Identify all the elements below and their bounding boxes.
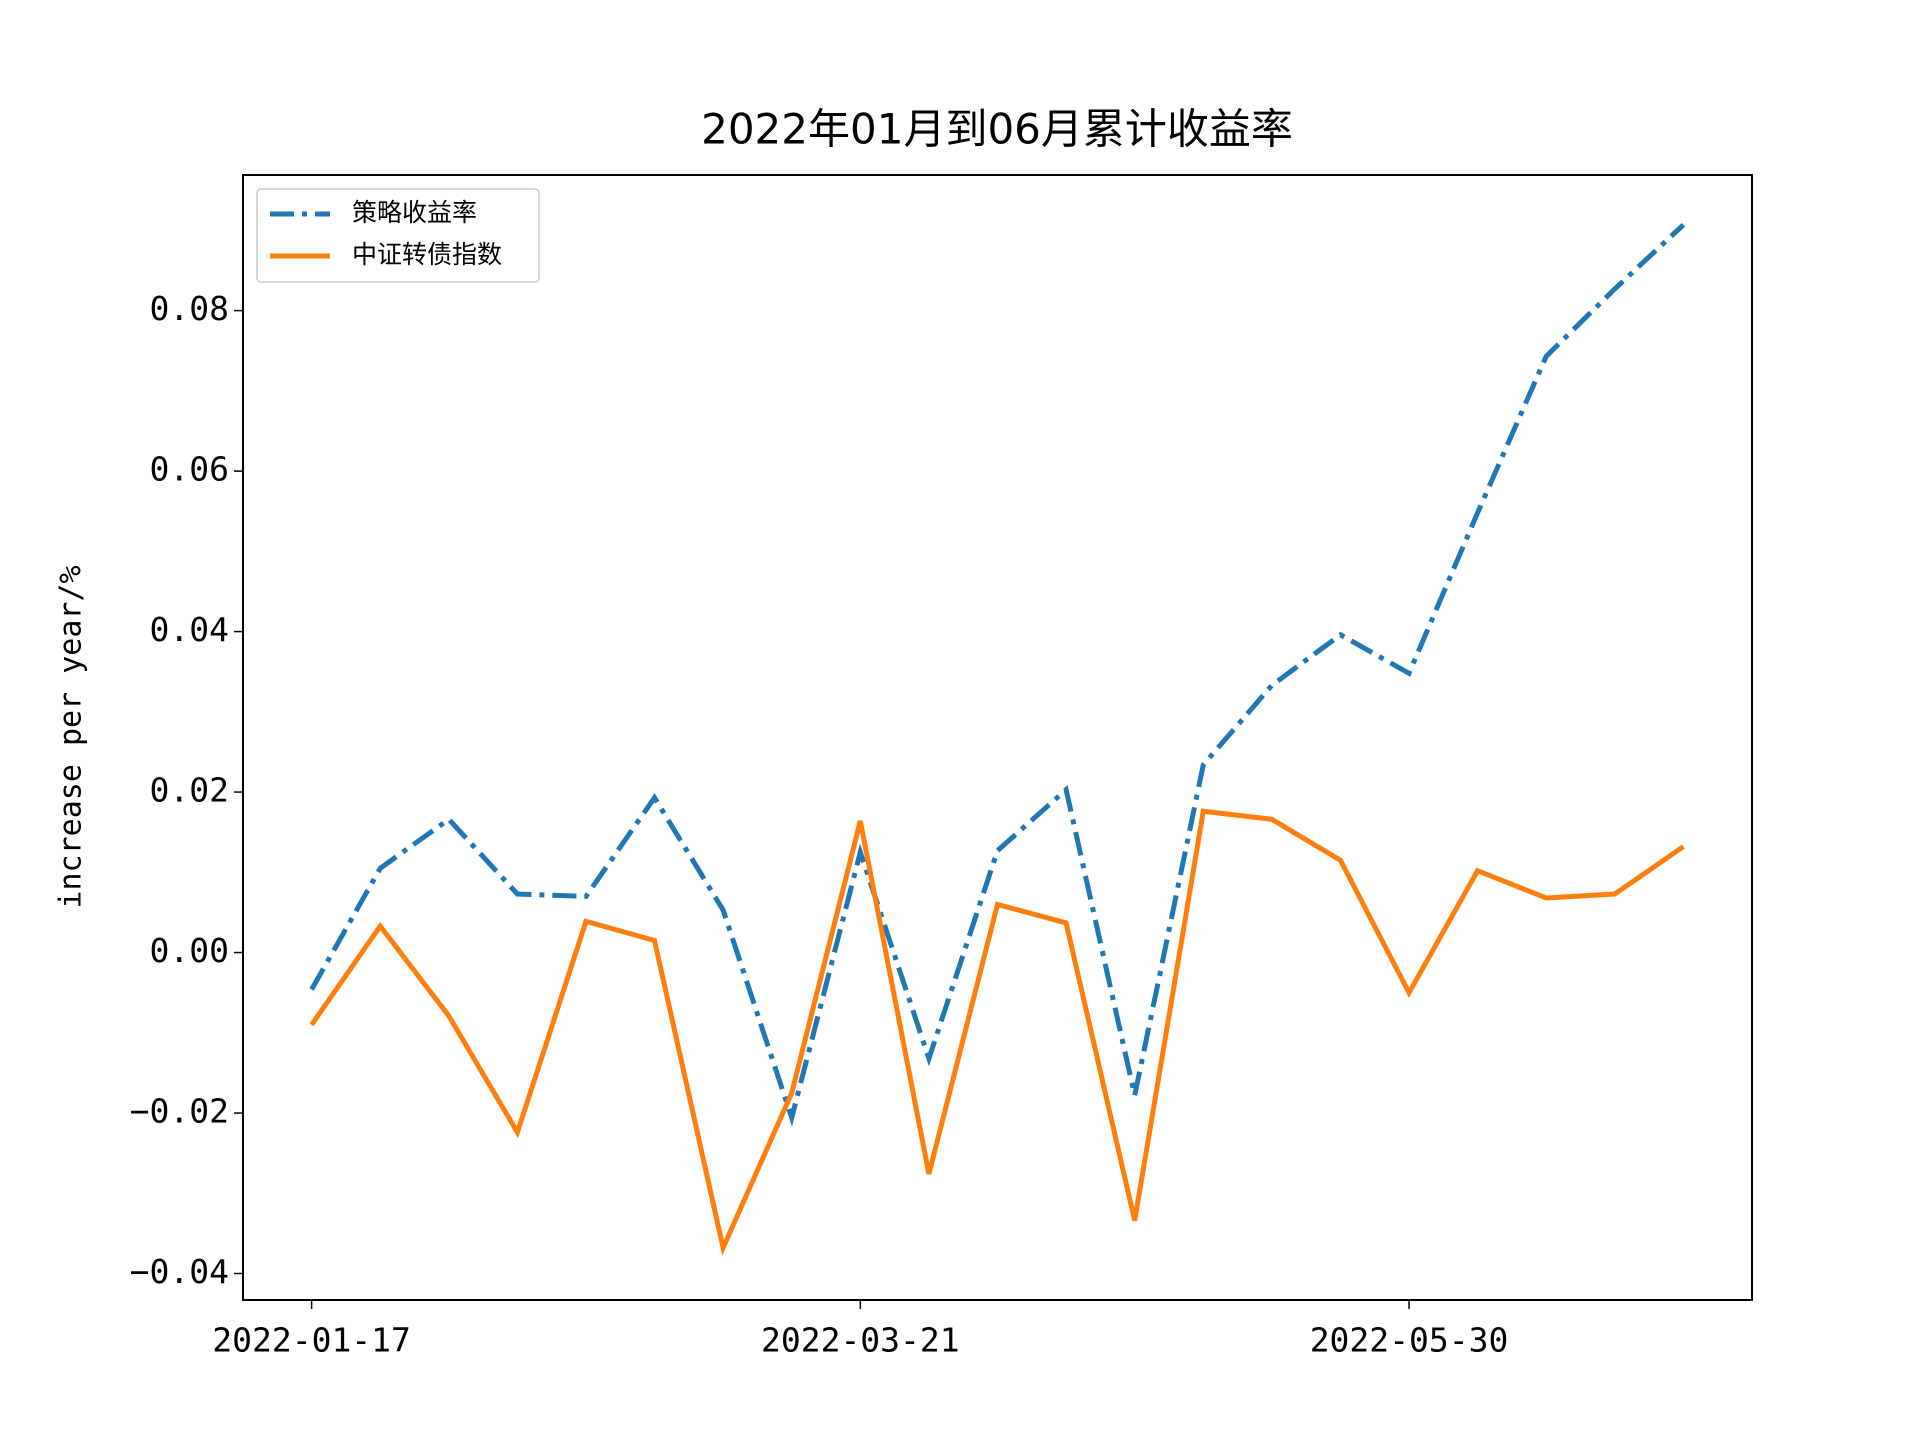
y-axis-label: increase per year/% [54,565,89,908]
legend-label: 策略收益率 [352,198,477,227]
y-tick-label: −0.04 [130,1252,229,1291]
series-line [309,222,1686,1127]
y-tick-label: 0.04 [150,610,229,649]
legend-label: 中证转债指数 [352,240,502,269]
x-tick-label: 2022-01-17 [212,1321,411,1360]
y-tick-label: 0.02 [150,771,229,810]
y-tick-label: 0.08 [150,289,229,328]
y-tick-label: 0.00 [150,931,229,970]
plot-frame [242,174,1753,1301]
y-tick-label: 0.06 [150,450,229,489]
x-tick-label: 2022-05-30 [1310,1321,1509,1360]
y-tick-label: −0.02 [130,1092,229,1131]
series-line [309,808,1685,1256]
chart-title: 2022年01月到06月累计收益率 [701,105,1293,154]
x-tick-label: 2022-03-21 [761,1321,960,1360]
